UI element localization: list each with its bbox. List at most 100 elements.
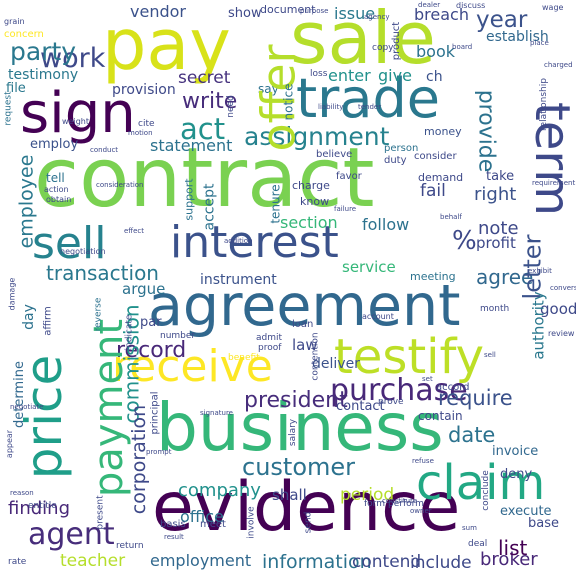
word-meeting: meeting: [410, 270, 456, 283]
word-contract: contract: [34, 131, 375, 226]
word-affirm: affirm: [42, 306, 54, 336]
word-sell-small: review: [548, 329, 575, 338]
word-service: service: [342, 258, 396, 276]
word-consideration: constitute: [382, 497, 418, 505]
word-rate: rate: [8, 557, 27, 567]
word-profit: profit: [476, 234, 516, 252]
word-cite: effect: [124, 227, 145, 235]
word-note: note: [478, 218, 519, 239]
word-give: give: [378, 66, 412, 85]
word-deliver: deliver: [312, 356, 360, 372]
word-period: period: [340, 485, 395, 505]
word-notice: notice: [281, 83, 296, 121]
word-owner: sell: [484, 351, 496, 359]
word-proof: proof: [258, 343, 282, 353]
word-statement: statement: [150, 136, 233, 155]
word-need: account: [362, 312, 394, 321]
word-file: file: [6, 81, 26, 96]
word-record: record: [116, 338, 187, 363]
word-provide: provide: [473, 89, 499, 173]
word-person: person: [384, 143, 419, 154]
word-secret: secret: [178, 68, 231, 88]
word-requirement: consideration: [96, 181, 144, 189]
word-reason: sum: [462, 524, 477, 532]
word-contact: contact: [336, 399, 385, 414]
word-purpose: conduct: [90, 146, 119, 154]
word-sum: refuse: [412, 457, 434, 465]
word-testify: testify: [334, 329, 484, 385]
word-negotiation: negotiation: [60, 247, 106, 256]
word-principal: principal: [149, 391, 161, 435]
word-addition: motion: [128, 129, 153, 137]
word-broker: broker: [480, 549, 538, 570]
word-tender: liability: [318, 103, 344, 111]
word-involve: involve: [246, 506, 257, 539]
word-authority: authority: [529, 291, 548, 360]
word-president: president: [244, 388, 348, 413]
word-action: action: [44, 185, 69, 194]
word-section: section: [280, 213, 338, 232]
word-contention: need: [225, 95, 236, 118]
word-damage: damage: [7, 277, 17, 311]
word-number: number: [160, 331, 196, 341]
word-corporation: corporation: [128, 404, 151, 515]
word-meet: meet: [200, 519, 226, 530]
word-employ: employ: [30, 137, 79, 152]
word-exhibit: result: [164, 533, 184, 541]
word-customer: customer: [242, 453, 356, 481]
word-execute: execute: [500, 504, 552, 519]
word-company: company: [178, 480, 261, 501]
word-vendor: vendor: [130, 2, 186, 21]
word-sign: sign: [20, 81, 136, 146]
word-negotiate: reason: [10, 489, 34, 497]
word-product: product: [391, 21, 403, 61]
word-send: send: [303, 511, 314, 534]
word-know: know: [300, 195, 330, 208]
word-review: requirement: [532, 179, 576, 187]
word-document: document: [260, 3, 316, 16]
word-tell: tell: [46, 171, 65, 185]
word-party: party: [10, 37, 77, 66]
word-right: right: [474, 184, 517, 205]
word-agree: agree: [476, 265, 534, 289]
word-consider: consider: [414, 151, 457, 162]
word-return: return: [116, 541, 144, 551]
word-month: month: [480, 304, 510, 314]
word-form: form: [364, 499, 385, 509]
word-claim: claim: [416, 455, 546, 511]
word-loss: loss: [310, 69, 328, 79]
word-believe: believe: [316, 149, 353, 160]
word-agent: agent: [28, 517, 115, 552]
word-copy: copy: [372, 43, 394, 53]
word-interest: interest: [170, 217, 339, 268]
word-signature: exhibit: [528, 267, 552, 275]
word-constitute: dealer: [418, 1, 441, 9]
word-relationship: relationship: [538, 78, 549, 131]
word-pay: pay: [102, 4, 231, 86]
word-indicate: indicate: [124, 314, 135, 351]
word-list: list: [498, 536, 528, 560]
word-result: charged: [544, 61, 573, 69]
word-transaction: transaction: [46, 261, 159, 285]
word-support: support: [182, 178, 196, 221]
word-write: write: [182, 89, 238, 114]
word-charge: charge: [292, 179, 330, 192]
word-accept: accept: [201, 183, 218, 231]
word-accord: accord: [436, 382, 470, 393]
word-par: par: [140, 315, 162, 330]
word-present: present: [95, 495, 106, 530]
word-breach: breach: [414, 5, 469, 24]
word-show: show: [228, 6, 262, 21]
word-concern: concern: [4, 29, 44, 40]
word-weight: weight: [62, 117, 89, 126]
word-determine: determine: [11, 361, 27, 428]
word-prove: prove: [378, 397, 404, 407]
word-invoice: invoice: [492, 444, 539, 459]
word-benefit: benefit: [228, 353, 260, 363]
word-receive: receive: [112, 341, 273, 392]
word-argue: argue: [122, 280, 166, 298]
word-loan: loan: [292, 319, 314, 330]
word-information: information: [262, 551, 372, 573]
word-evidence: evidence: [152, 468, 461, 547]
